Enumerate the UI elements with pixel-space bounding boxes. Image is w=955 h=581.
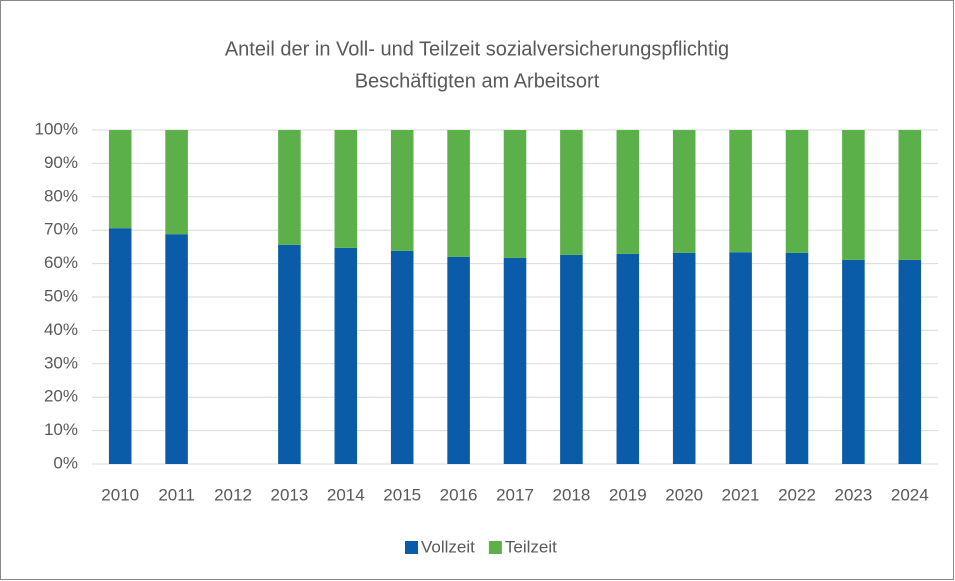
y-tick-label: 70% [44,220,78,239]
bar-segment [334,247,358,464]
legend-label: Vollzeit [421,537,475,556]
x-tick-label: 2011 [158,485,195,504]
x-tick-label: 2018 [552,485,590,504]
bar-segment [503,130,527,258]
y-tick-label: 20% [44,387,78,406]
bar-segment [672,130,696,253]
x-tick-label: 2020 [665,485,703,504]
bar-segment [165,130,188,235]
bar-segment [447,256,470,464]
x-tick-label: 2010 [101,485,139,504]
bar-segment [108,130,132,229]
bar-segment [898,259,922,464]
bar-segment [390,130,414,251]
bar-segment [278,130,301,245]
chart-title: Anteil der in Voll- und Teilzeit sozialv… [225,38,729,60]
y-tick-label: 100% [35,119,78,138]
y-tick-label: 0% [53,453,78,472]
x-tick-label: 2021 [722,485,760,504]
bar-segment [898,130,922,260]
y-tick-label: 60% [44,253,78,272]
bar-segment [108,228,132,464]
bar-segment [672,252,696,464]
bar-segment [842,259,865,464]
bar-segment [842,130,865,260]
x-tick-label: 2012 [214,485,252,504]
x-tick-label: 2022 [778,485,816,504]
x-tick-label: 2016 [440,485,478,504]
legend-label: Teilzeit [505,537,557,556]
x-tick-label: 2017 [496,485,534,504]
bar-segment [560,254,583,464]
y-tick-label: 30% [44,353,78,372]
bar-segment [447,130,470,257]
bar-segment [390,250,414,464]
y-tick-label: 50% [44,286,78,305]
bar-segment [334,130,358,248]
y-tick-label: 40% [44,320,78,339]
legend-swatch [488,541,502,554]
x-tick-label: 2024 [891,485,929,504]
bar-segment [560,130,583,255]
x-tick-label: 2023 [834,485,872,504]
x-tick-label: 2019 [609,485,647,504]
legend-swatch [405,541,418,554]
bar-segment [503,257,527,464]
x-tick-label: 2015 [383,485,421,504]
x-tick-label: 2014 [327,485,365,504]
bar-segment [616,253,640,464]
bar-segment [785,130,809,253]
bar-segment [729,252,752,464]
bar-segment [729,130,752,253]
bar-segment [616,130,640,254]
x-tick-label: 2013 [270,485,308,504]
bar-segment [278,244,301,464]
y-tick-label: 80% [44,186,78,205]
bar-segment [785,252,809,464]
chart-title: Beschäftigten am Arbeitsort [355,70,600,92]
y-tick-label: 10% [44,420,78,439]
bar-segment [165,234,188,464]
y-tick-label: 90% [44,153,78,172]
